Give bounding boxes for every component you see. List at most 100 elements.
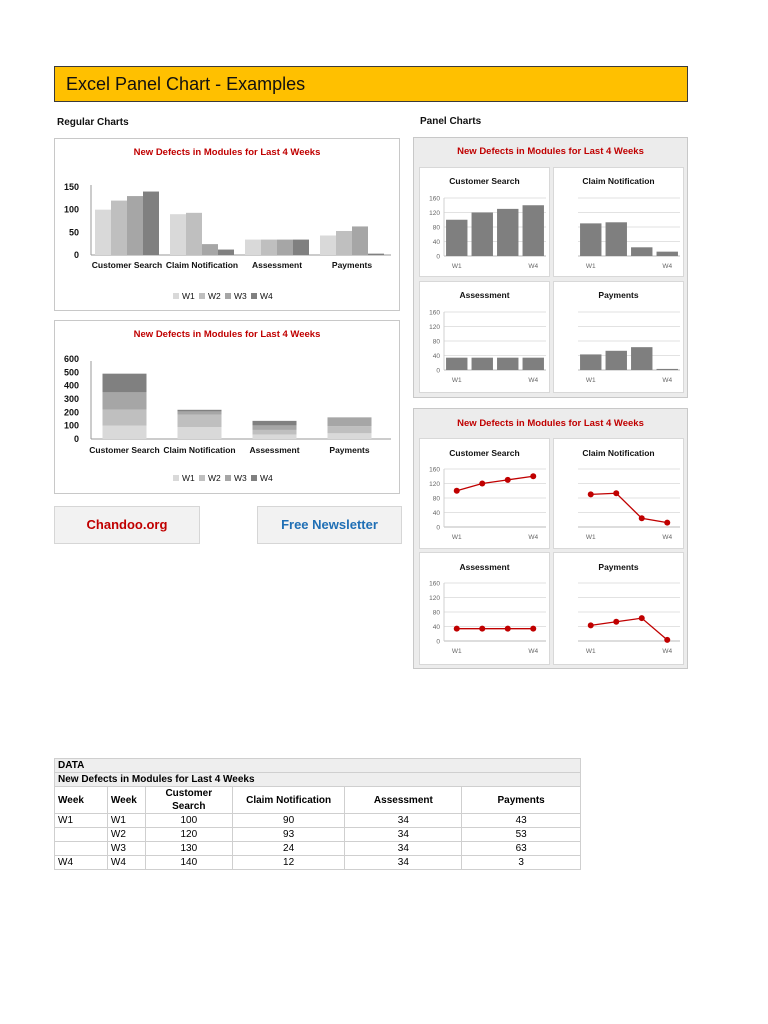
svg-text:Assessment: Assessment bbox=[252, 260, 302, 270]
svg-text:W1: W1 bbox=[452, 263, 462, 270]
table-row: W2 120 93 34 53 bbox=[54, 827, 581, 842]
panel-claim-notification: Claim Notification W1 W4 bbox=[553, 438, 684, 549]
svg-text:120: 120 bbox=[429, 481, 440, 488]
panel-title: Payments bbox=[598, 562, 639, 572]
svg-text:Assessment: Assessment bbox=[249, 445, 299, 455]
panel-assessment: Assessment 160 120 80 40 0 W1 W4 bbox=[419, 281, 550, 393]
panel-title: Payments bbox=[598, 290, 639, 300]
panel-title: Claim Notification bbox=[582, 176, 655, 186]
panel-column-chart[interactable]: New Defects in Modules for Last 4 Weeks … bbox=[413, 137, 688, 398]
panel-customer-search: Customer Search 160 120 80 40 0 W1 W4 bbox=[419, 438, 550, 549]
panel-assessment: Assessment 160 120 80 40 0 W1 W4 bbox=[419, 552, 550, 665]
cell: 90 bbox=[231, 813, 346, 828]
table-row: W4 W4 140 12 34 3 bbox=[54, 855, 581, 870]
cell: 34 bbox=[344, 827, 463, 842]
stacked-column-chart[interactable]: New Defects in Modules for Last 4 Weeks … bbox=[54, 320, 400, 494]
panel-title: Assessment bbox=[459, 562, 510, 572]
svg-text:Claim Notification: Claim Notification bbox=[163, 445, 235, 455]
cell: 24 bbox=[231, 841, 346, 856]
svg-text:W2: W2 bbox=[208, 291, 221, 301]
svg-text:W1: W1 bbox=[586, 377, 596, 384]
cell: 3 bbox=[461, 855, 581, 870]
cell: W1 bbox=[54, 813, 108, 828]
svg-text:Customer Search: Customer Search bbox=[89, 445, 159, 455]
table-row: W1 W1 100 90 34 43 bbox=[54, 813, 581, 828]
chandoo-label: Chandoo.org bbox=[86, 517, 168, 532]
panel-charts-label: Panel Charts bbox=[420, 116, 482, 127]
svg-text:W1: W1 bbox=[452, 377, 462, 384]
header-cell: Claim Notification bbox=[231, 786, 346, 814]
svg-text:W4: W4 bbox=[662, 263, 672, 270]
svg-text:40: 40 bbox=[433, 510, 441, 517]
svg-text:400: 400 bbox=[64, 381, 79, 391]
svg-text:W4: W4 bbox=[662, 534, 672, 541]
panel-title: Customer Search bbox=[449, 176, 520, 186]
panel-title: Assessment bbox=[459, 290, 510, 300]
svg-text:W1: W1 bbox=[586, 534, 596, 541]
svg-text:300: 300 bbox=[64, 394, 79, 404]
svg-text:W1: W1 bbox=[452, 648, 462, 655]
chandoo-link-button[interactable]: Chandoo.org bbox=[54, 506, 200, 544]
svg-text:W1: W1 bbox=[586, 648, 596, 655]
svg-text:Payments: Payments bbox=[329, 445, 369, 455]
header-cell: Assessment bbox=[344, 786, 463, 814]
cell: 34 bbox=[344, 855, 463, 870]
data-table: DATA New Defects in Modules for Last 4 W… bbox=[54, 758, 581, 870]
svg-text:W3: W3 bbox=[234, 473, 247, 483]
svg-text:120: 120 bbox=[429, 324, 440, 331]
cell: W2 bbox=[106, 827, 146, 842]
svg-text:50: 50 bbox=[69, 227, 79, 237]
svg-text:80: 80 bbox=[433, 339, 441, 346]
cell: 53 bbox=[461, 827, 581, 842]
cell bbox=[54, 827, 108, 842]
page-title: Excel Panel Chart - Examples bbox=[54, 66, 688, 102]
svg-text:100: 100 bbox=[64, 205, 79, 215]
svg-text:40: 40 bbox=[433, 353, 441, 360]
svg-text:Customer Search: Customer Search bbox=[92, 260, 162, 270]
svg-text:Payments: Payments bbox=[332, 260, 372, 270]
cell: 34 bbox=[344, 813, 463, 828]
clustered-column-chart[interactable]: New Defects in Modules for Last 4 Weeks … bbox=[54, 138, 400, 311]
header-cell: Payments bbox=[461, 786, 581, 814]
panel-payments: Payments W1 W4 bbox=[553, 281, 684, 393]
svg-text:W1: W1 bbox=[452, 534, 462, 541]
cell: W3 bbox=[106, 841, 146, 856]
svg-text:W4: W4 bbox=[260, 291, 273, 301]
svg-text:W4: W4 bbox=[662, 648, 672, 655]
chart-title: New Defects in Modules for Last 4 Weeks bbox=[457, 418, 644, 429]
cell: 130 bbox=[144, 841, 233, 856]
svg-text:160: 160 bbox=[429, 581, 440, 588]
cell: 140 bbox=[144, 855, 233, 870]
header-cell: Customer Search bbox=[144, 786, 233, 814]
svg-text:160: 160 bbox=[429, 310, 440, 317]
svg-text:0: 0 bbox=[436, 368, 440, 375]
stacked-plot: 600 500 400 300 200 100 0 Customer Search Claim … bbox=[64, 354, 391, 483]
svg-text:W1: W1 bbox=[182, 473, 195, 483]
table-band-data: DATA bbox=[54, 758, 581, 773]
table-header-row: Week Week Customer Search Claim Notifica… bbox=[54, 786, 581, 814]
svg-text:80: 80 bbox=[433, 225, 441, 232]
free-newsletter-button[interactable]: Free Newsletter bbox=[257, 506, 402, 544]
svg-text:0: 0 bbox=[74, 250, 79, 260]
panel-customer-search: Customer Search 160 120 80 40 0 W1 W4 bbox=[419, 167, 550, 277]
svg-text:W4: W4 bbox=[528, 263, 538, 270]
cell: W4 bbox=[106, 855, 146, 870]
panel-claim-notification: Claim Notification W1 W4 bbox=[553, 167, 684, 277]
svg-text:150: 150 bbox=[64, 182, 79, 192]
panel-title: Claim Notification bbox=[582, 448, 655, 458]
clustered-plot: 150 100 50 0 Customer Search Claim Notificati… bbox=[64, 182, 391, 301]
cell bbox=[54, 841, 108, 856]
svg-text:0: 0 bbox=[436, 639, 440, 646]
cell: W4 bbox=[54, 855, 108, 870]
cell: 12 bbox=[231, 855, 346, 870]
svg-text:80: 80 bbox=[433, 610, 441, 617]
header-cell: Week bbox=[54, 786, 108, 814]
svg-text:W4: W4 bbox=[260, 473, 273, 483]
svg-text:W4: W4 bbox=[528, 377, 538, 384]
cell: W1 bbox=[106, 813, 146, 828]
svg-text:40: 40 bbox=[433, 239, 441, 246]
svg-text:120: 120 bbox=[429, 595, 440, 602]
svg-text:W2: W2 bbox=[208, 473, 221, 483]
panel-line-chart[interactable]: New Defects in Modules for Last 4 Weeks … bbox=[413, 408, 688, 669]
header-cell: Week bbox=[106, 786, 146, 814]
